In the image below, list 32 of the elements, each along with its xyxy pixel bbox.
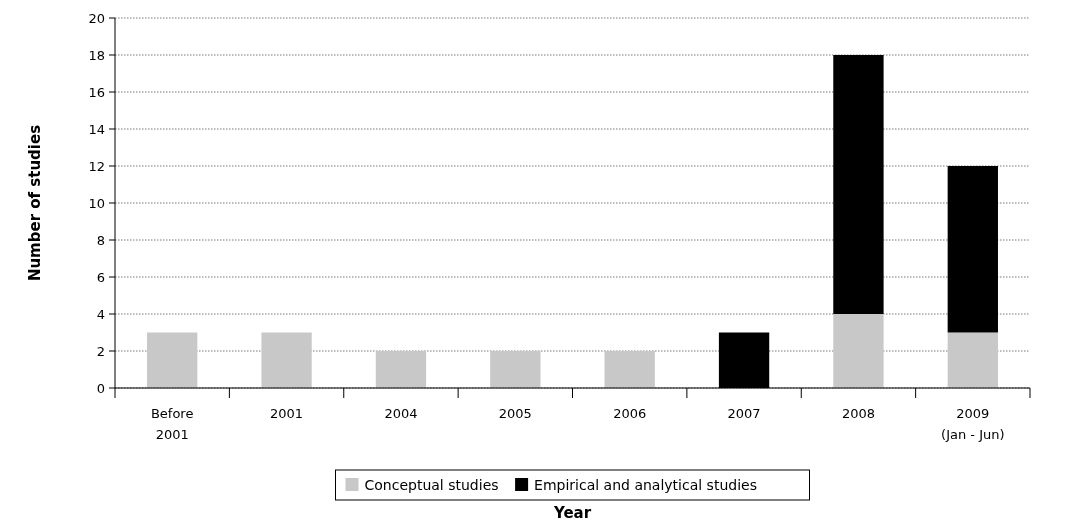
bar: [947, 166, 998, 333]
y-tick-label: 10: [88, 195, 105, 211]
legend-label: Conceptual studies: [364, 476, 499, 493]
bar: [261, 332, 312, 388]
bar: [375, 351, 427, 388]
y-tick-label: 14: [88, 121, 105, 137]
y-axis-title: Number of studies: [26, 124, 44, 282]
bar: [490, 351, 541, 388]
y-tick-label: 0: [96, 380, 105, 396]
x-axis-title: Year: [552, 504, 592, 522]
y-tick-label: 8: [96, 232, 105, 248]
x-tick-label: 2001: [270, 406, 304, 421]
y-tick-label: 6: [96, 269, 105, 285]
y-tick-label: 20: [88, 10, 105, 26]
x-tick-label: 2008: [841, 406, 875, 421]
x-tick-label: 2005: [498, 406, 532, 421]
y-tick-label: 16: [88, 84, 105, 100]
bar: [947, 332, 998, 388]
bar: [833, 314, 884, 388]
legend-label: Empirical and analytical studies: [534, 476, 757, 493]
x-tick-label: 2007: [727, 406, 761, 421]
y-tick-label: 18: [88, 47, 105, 63]
bar: [147, 332, 198, 388]
y-tick-label: 12: [88, 158, 105, 174]
x-tick-label: Before 2001: [150, 406, 194, 442]
x-tick-label: 2009 (Jan - Jun): [941, 406, 1005, 442]
x-tick-label: 2006: [613, 406, 647, 421]
y-tick-label: 2: [96, 343, 105, 359]
bar: [604, 351, 655, 388]
bar: [833, 55, 884, 314]
x-tick-label: 2004: [384, 406, 418, 421]
y-tick-label: 4: [96, 306, 105, 322]
